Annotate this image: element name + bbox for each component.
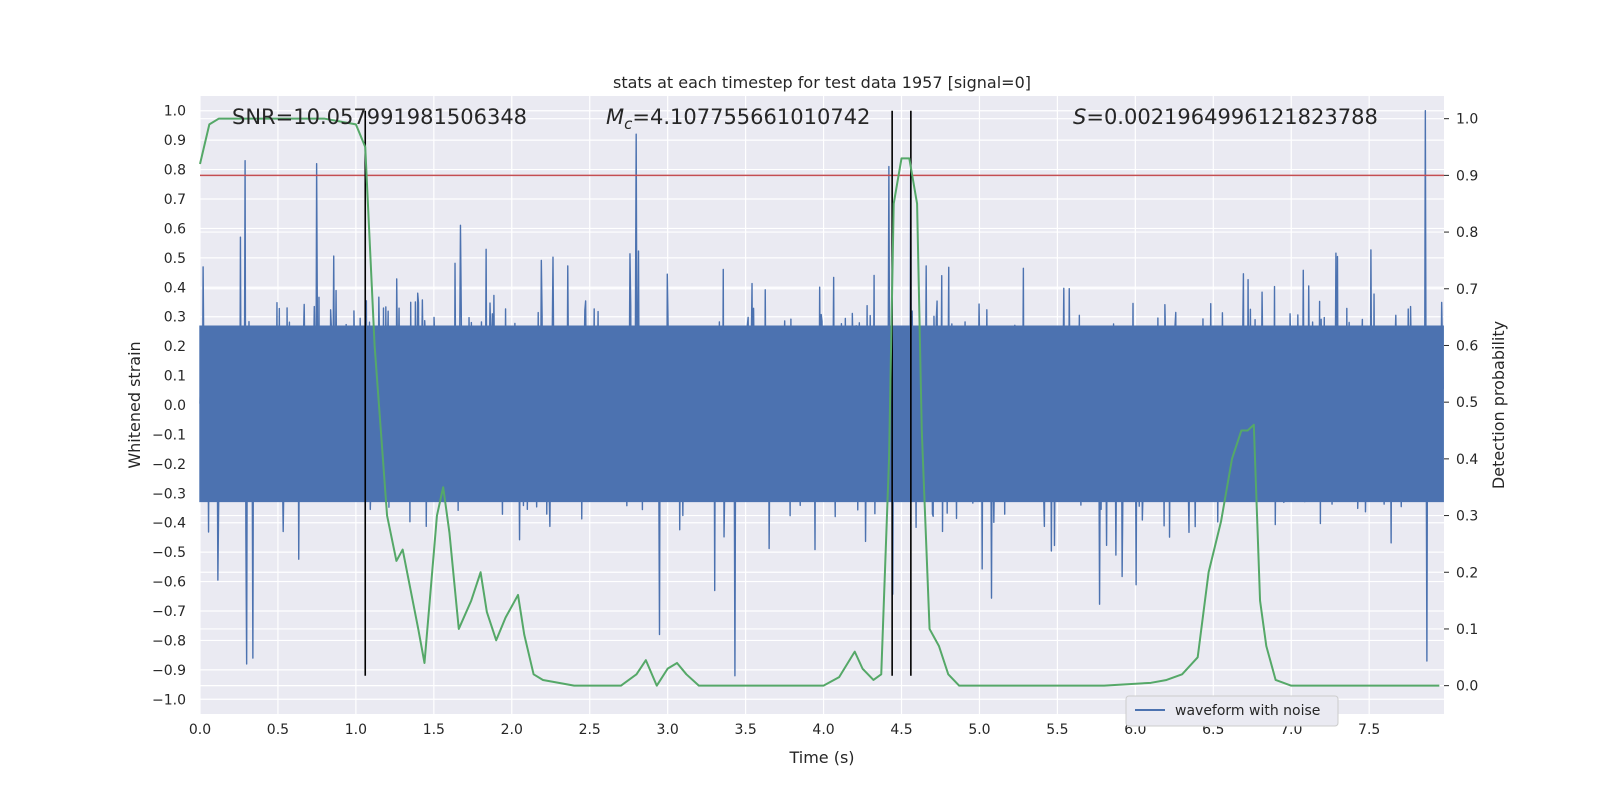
snr-annotation: SNR=10.057991981506348 (232, 105, 527, 129)
x-tick-label: 0.5 (267, 722, 289, 738)
x-tick-label: 5.0 (968, 722, 990, 738)
y-tick-label: 0.0 (164, 398, 186, 414)
y-tick-label: −0.1 (152, 427, 186, 443)
y-tick-label: 0.7 (164, 192, 186, 208)
y-tick-label: −0.5 (152, 545, 186, 561)
x-tick-label: 7.5 (1358, 722, 1380, 738)
legend: waveform with noise (1125, 695, 1339, 727)
x-tick-label: 2.5 (579, 722, 601, 738)
y2-tick-label: 0.3 (1456, 509, 1478, 525)
y-tick-label: 0.9 (164, 133, 186, 149)
s-value: =0.0021964996121823788 (1086, 105, 1378, 129)
y-tick-label: −0.6 (152, 575, 186, 591)
y-tick-label: −0.8 (152, 633, 186, 649)
y-tick-label: −0.2 (152, 457, 186, 473)
y2-tick-label: 0.4 (1456, 452, 1478, 468)
chirp-mass-subscript: c (624, 115, 633, 133)
s-symbol: S (1073, 105, 1086, 129)
y-tick-label: 0.8 (164, 163, 186, 179)
y2-tick-label: 0.1 (1456, 622, 1478, 638)
waveform-band (199, 325, 1444, 503)
y-tick-label: −1.0 (152, 692, 186, 708)
probability-line (199, 117, 1440, 687)
y2-tick-label: 0.7 (1456, 282, 1478, 298)
y-tick-label: −0.3 (152, 486, 186, 502)
chart-title: stats at each timestep for test data 195… (613, 73, 1031, 92)
y2-tick-label: 0.8 (1456, 225, 1478, 241)
y-axis-label: Whitened strain (125, 341, 144, 468)
y-tick-label: 0.5 (164, 251, 186, 267)
y2-tick-label: 0.9 (1456, 168, 1478, 184)
y2-tick-labels: 1.0 0.9 0.8 0.7 0.6 0.5 0.4 0.3 0.2 0.1 0.0 (1444, 112, 1478, 695)
y-tick-label: 0.1 (164, 369, 186, 385)
y-tick-label: −0.9 (152, 663, 186, 679)
x-tick-label: 2.0 (501, 722, 523, 738)
y2-tick-label: 1.0 (1456, 112, 1478, 128)
chirp-mass-annotation: Mc=4.107755661010742 (606, 105, 870, 133)
x-tick-label: 1.5 (423, 722, 445, 738)
chirp-mass-symbol: M (606, 105, 624, 129)
legend-box (1125, 695, 1339, 727)
y-tick-label: 0.3 (164, 310, 186, 326)
x-tick-label: 3.0 (657, 722, 679, 738)
x-tick-label: 0.0 (189, 722, 211, 738)
y-tick-label: 0.4 (164, 280, 186, 296)
y2-tick-label: 0.6 (1456, 338, 1478, 354)
y2-axis-label: Detection probability (1489, 321, 1508, 489)
x-tick-label: 4.5 (890, 722, 912, 738)
y-tick-label: −0.4 (152, 516, 186, 532)
y-tick-label: 1.0 (164, 104, 186, 120)
chirp-mass-value: =4.107755661010742 (632, 105, 870, 129)
y2-tick-label: 0.5 (1456, 395, 1478, 411)
x-tick-label: 1.0 (345, 722, 367, 738)
y-tick-labels: 1.0 0.9 0.8 0.7 0.6 0.5 0.4 0.3 0.2 0.1 0.0 −0.1 −0.… (152, 104, 186, 709)
s-annotation: S=0.0021964996121823788 (1073, 105, 1378, 129)
y2-tick-label: 0.2 (1456, 565, 1478, 581)
x-tick-label: 4.0 (812, 722, 834, 738)
x-axis-label: Time (s) (788, 748, 854, 767)
vertical-lines (364, 110, 912, 676)
y-tick-label: −0.7 (152, 604, 186, 620)
legend-label: waveform with noise (1175, 703, 1320, 719)
x-tick-label: 5.5 (1046, 722, 1068, 738)
x-tick-label: 3.5 (734, 722, 756, 738)
probability-series (199, 117, 1440, 687)
y2-tick-label: 0.0 (1456, 679, 1478, 695)
y-tick-label: 0.6 (164, 221, 186, 237)
y-tick-label: 0.2 (164, 339, 186, 355)
